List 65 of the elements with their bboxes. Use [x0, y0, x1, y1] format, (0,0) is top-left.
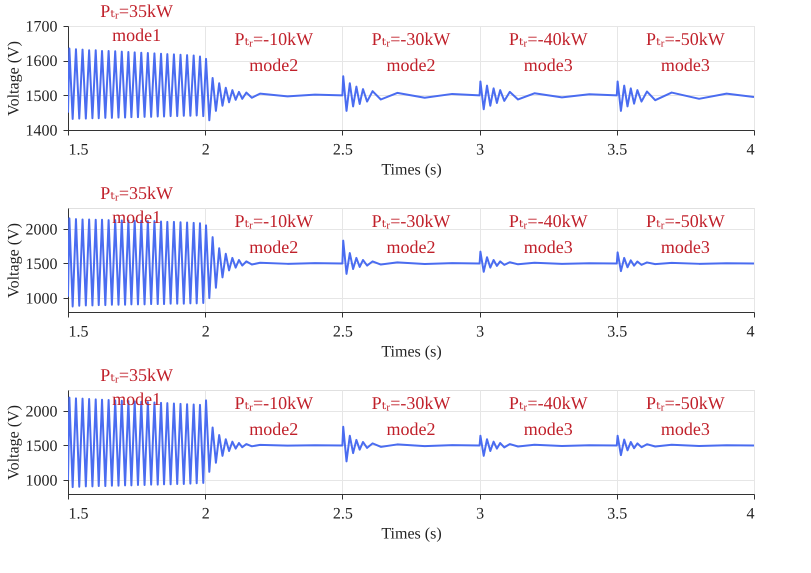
annotation: mode1 — [112, 207, 162, 227]
x-tick-label: 1.5 — [68, 324, 88, 340]
annotation: mode2 — [386, 419, 436, 439]
y-tick-label: 1500 — [26, 88, 58, 105]
annotation: mode2 — [386, 237, 436, 257]
x-tick-label: 3 — [476, 142, 484, 158]
x-axis-title: Times (s) — [381, 162, 442, 178]
annotation: mode3 — [524, 419, 573, 439]
annotation: Pₜᵣ=-50kW — [646, 29, 725, 49]
y-axis-title: Voltage (V) — [6, 223, 22, 298]
annotation: mode2 — [249, 55, 298, 75]
x-tick-label: 3 — [476, 506, 484, 522]
x-tick-label: 2 — [202, 506, 210, 522]
text: Pₜᵣ=35kW — [100, 183, 173, 203]
annotation: Pₜᵣ=-10kW — [234, 211, 314, 231]
y-axis-title: Voltage (V) — [6, 405, 22, 480]
x-tick-label: 2 — [202, 142, 210, 158]
annotation: mode3 — [660, 55, 710, 75]
line-series — [68, 48, 754, 122]
text: Pₜᵣ=35kW — [100, 365, 173, 385]
x-axis-title: Times (s) — [381, 526, 442, 542]
y-axis-title: Voltage (V) — [6, 41, 22, 116]
annotation: Pₜᵣ=-30kW — [372, 211, 450, 231]
annotation: Pₜᵣ=-10kW — [234, 393, 314, 413]
x-tick-label: 2.5 — [332, 506, 353, 522]
y-tick-label: 2000 — [26, 403, 58, 420]
annotation: Pₜᵣ=-10kW — [234, 29, 314, 49]
x-tick-label: 2.5 — [332, 324, 353, 340]
x-tick-label: 4 — [746, 506, 754, 522]
y-tick-label: 1500 — [26, 256, 58, 273]
annotation: Pₜᵣ=-30kW — [372, 393, 450, 413]
x-tick-label: 3.5 — [607, 506, 628, 522]
x-axis-title: Times (s) — [381, 344, 442, 360]
annotation: Pₜᵣ=-30kW — [372, 29, 450, 49]
annotation: Pₜᵣ=-40kW — [508, 211, 588, 231]
x-tick-label: 2 — [202, 324, 210, 340]
x-tick-label: 1.5 — [68, 506, 88, 522]
x-tick-label: 4 — [746, 324, 754, 340]
x-tick-label: 3 — [476, 324, 484, 340]
annotation: Pₜᵣ=-50kW — [646, 393, 725, 413]
x-tick-label: 3.5 — [607, 324, 628, 340]
annotation: Pₜᵣ=-50kW — [646, 211, 725, 231]
annotation: mode1 — [112, 389, 162, 409]
x-tick-label: 3.5 — [607, 142, 628, 158]
annotation: mode3 — [660, 237, 710, 257]
x-tick-label: 1.5 — [68, 142, 88, 158]
y-tick-label: 1500 — [26, 438, 58, 455]
annotation: Pₜᵣ=-40kW — [508, 29, 588, 49]
annotation: mode3 — [524, 55, 573, 75]
y-tick-label: 1000 — [26, 472, 58, 490]
annotation: mode2 — [386, 55, 436, 75]
annotation: mode2 — [249, 419, 298, 439]
annotation: mode2 — [249, 237, 298, 257]
annotation: mode3 — [660, 419, 710, 439]
annotation: mode3 — [524, 237, 573, 257]
text: Pₜᵣ=35kW — [100, 1, 173, 21]
annotation: mode1 — [112, 25, 162, 45]
y-tick-label: 1600 — [26, 53, 58, 70]
y-tick-label: 1400 — [26, 122, 58, 140]
y-tick-label: 1700 — [26, 18, 58, 36]
x-tick-label: 2.5 — [332, 142, 353, 158]
x-tick-label: 4 — [746, 142, 754, 158]
y-tick-label: 2000 — [26, 221, 58, 238]
y-tick-label: 1000 — [26, 290, 58, 308]
annotation: Pₜᵣ=-40kW — [508, 393, 588, 413]
